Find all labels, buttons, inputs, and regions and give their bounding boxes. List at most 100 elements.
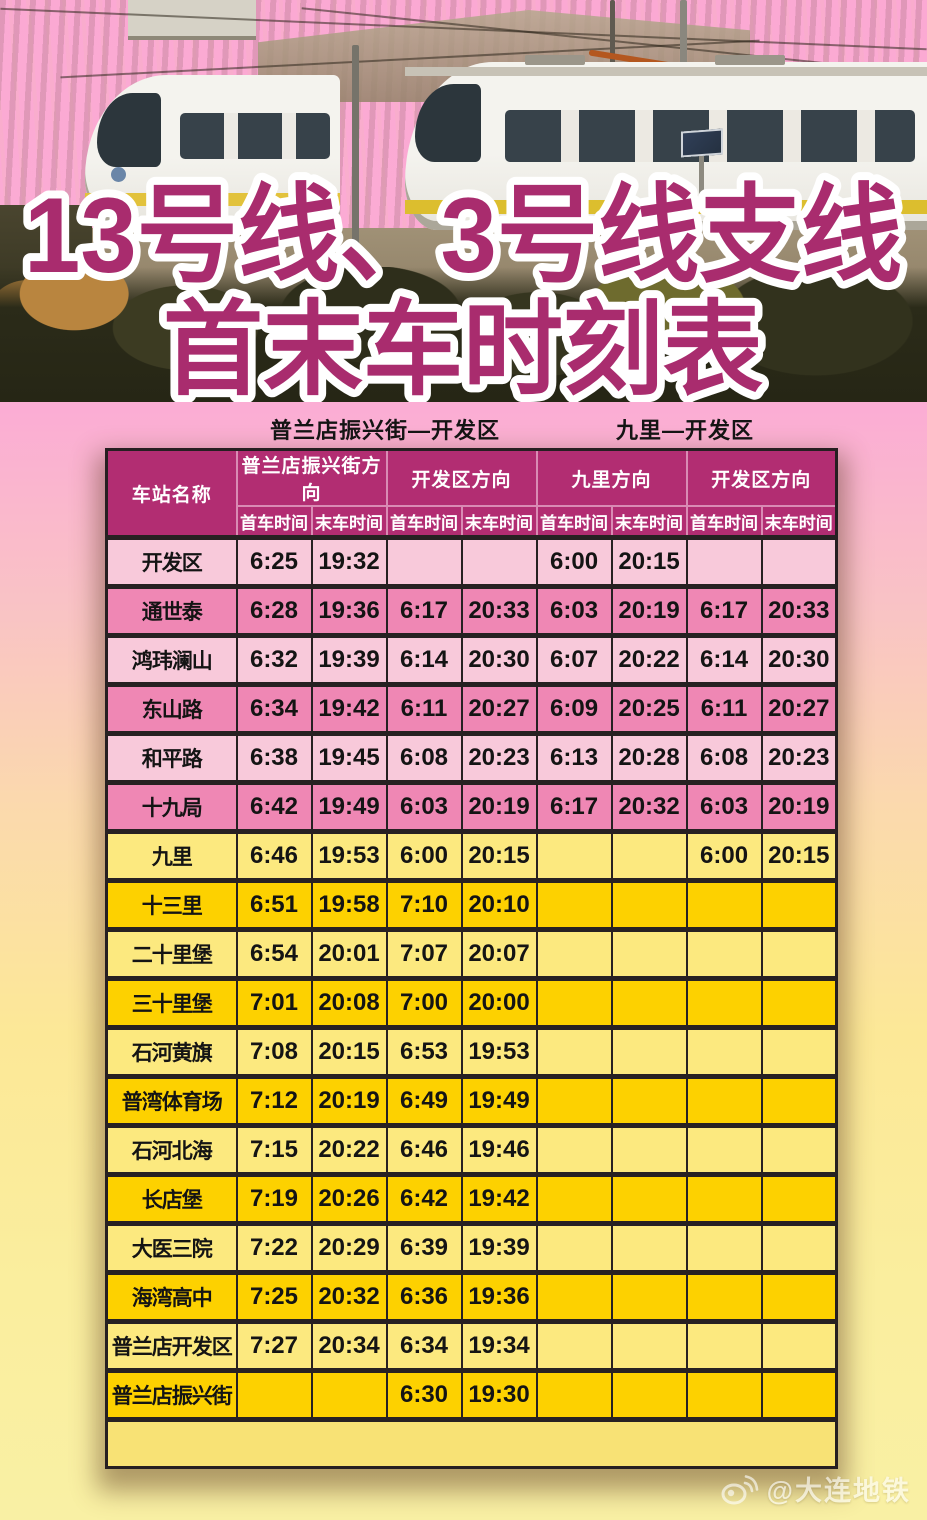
time-cell: 6:03: [385, 780, 463, 834]
weibo-handle: @大连地铁: [766, 1476, 911, 1506]
direction-header: 开发区方向: [385, 448, 538, 507]
no-service-cell: [760, 1172, 838, 1226]
no-service-cell: [535, 1221, 613, 1275]
no-service-cell: [535, 1319, 613, 1373]
no-service-cell: [685, 535, 763, 589]
time-cell: 19:58: [310, 878, 388, 932]
time-cell: 20:30: [760, 633, 838, 687]
station-name-cell: 二十里堡: [105, 927, 238, 981]
no-service-cell: [610, 1074, 688, 1128]
weibo-icon: [721, 1474, 758, 1504]
table-row: 三十里堡 7:01 20:08 7:00 20:00: [105, 976, 838, 1030]
no-service-cell: [610, 1270, 688, 1324]
time-cell: 7:01: [235, 976, 313, 1030]
time-cell: 20:15: [610, 535, 688, 589]
table-row: 十九局 6:42 19:49 6:03 20:19 6:17 20:32 6:03 20:19: [105, 780, 838, 834]
shrubbery: [0, 267, 927, 402]
time-cell: 20:10: [460, 878, 538, 932]
time-cell: 6:11: [385, 682, 463, 736]
no-service-cell: [610, 1221, 688, 1275]
time-cell: 20:19: [610, 584, 688, 638]
title-line1: 13号线、3号线支线: [24, 175, 902, 295]
time-cell: 7:07: [385, 927, 463, 981]
time-cell: 20:19: [460, 780, 538, 834]
time-cell: 20:25: [610, 682, 688, 736]
train-windshield: [97, 93, 161, 167]
time-cell: 7:08: [235, 1025, 313, 1079]
time-cell: 6:54: [235, 927, 313, 981]
station-name-cell: 九里: [105, 829, 238, 883]
route-label-puzhanzhen-kaifaqu: 普兰店振兴街—开发区: [269, 418, 500, 443]
time-cell: 6:17: [535, 780, 613, 834]
station-name-cell: 大医三院: [105, 1221, 238, 1275]
no-service-cell: [685, 1074, 763, 1128]
station-name-cell: 通世泰: [105, 584, 238, 638]
no-service-cell: [760, 1221, 838, 1275]
table-row: 普兰店开发区 7:27 20:34 6:34 19:34: [105, 1319, 838, 1373]
table-row: 九里 6:46 19:53 6:00 20:15 6:00 20:15: [105, 829, 838, 883]
time-cell: 6:53: [385, 1025, 463, 1079]
train-logo: [111, 167, 126, 182]
no-service-cell: [610, 878, 688, 932]
no-service-cell: [685, 1368, 763, 1422]
no-service-cell: [610, 1025, 688, 1079]
time-cell: 6:46: [235, 829, 313, 883]
no-service-cell: [535, 1025, 613, 1079]
time-cell: 6:08: [385, 731, 463, 785]
time-cell: 6:28: [235, 584, 313, 638]
station-name-cell: 普兰店开发区: [105, 1319, 238, 1373]
no-service-cell: [760, 878, 838, 932]
first-train-header: 首车时间: [385, 505, 463, 539]
direction-header: 开发区方向: [685, 448, 838, 507]
time-cell: 19:36: [460, 1270, 538, 1324]
time-cell: 19:30: [460, 1368, 538, 1422]
time-cell: 6:42: [385, 1172, 463, 1226]
first-train-header: 首车时间: [535, 505, 613, 539]
time-cell: 20:23: [460, 731, 538, 785]
time-cell: 20:22: [310, 1123, 388, 1177]
time-cell: 19:32: [310, 535, 388, 589]
time-cell: 19:42: [310, 682, 388, 736]
time-cell: 19:46: [460, 1123, 538, 1177]
time-cell: 20:15: [460, 829, 538, 883]
time-cell: 6:34: [385, 1319, 463, 1373]
train-roof: [405, 67, 927, 76]
no-service-cell: [385, 535, 463, 589]
time-cell: 7:19: [235, 1172, 313, 1226]
table-row: 十三里 6:51 19:58 7:10 20:10: [105, 878, 838, 932]
time-cell: 6:51: [235, 878, 313, 932]
time-cell: 19:49: [310, 780, 388, 834]
time-cell: 20:15: [310, 1025, 388, 1079]
table-row: 鸿玮澜山 6:32 19:39 6:14 20:30 6:07 20:22 6:14 20:30: [105, 633, 838, 687]
no-service-cell: [685, 1172, 763, 1226]
station-name-cell: 开发区: [105, 535, 238, 589]
last-train-header: 末车时间: [310, 505, 388, 539]
train-photo: 13号线、3号线支线 首末车时刻表: [0, 0, 927, 402]
time-cell: 6:38: [235, 731, 313, 785]
time-cell: 6:08: [685, 731, 763, 785]
table-footer-strip: [105, 1417, 838, 1469]
time-cell: 19:34: [460, 1319, 538, 1373]
no-service-cell: [535, 1270, 613, 1324]
time-cell: 20:30: [460, 633, 538, 687]
no-service-cell: [310, 1368, 388, 1422]
roof-equipment: [525, 55, 585, 65]
time-cell: 6:25: [235, 535, 313, 589]
no-service-cell: [535, 1368, 613, 1422]
no-service-cell: [760, 976, 838, 1030]
table-body: 开发区 6:25 19:32 6:00 20:15 通世泰 6:28 19:36 6:17 20:…: [105, 535, 838, 1422]
no-service-cell: [610, 927, 688, 981]
time-cell: 6:17: [685, 584, 763, 638]
time-cell: 7:10: [385, 878, 463, 932]
no-service-cell: [535, 1074, 613, 1128]
last-train-header: 末车时间: [460, 505, 538, 539]
time-cell: 6:03: [685, 780, 763, 834]
table-row: 海湾高中 7:25 20:32 6:36 19:36: [105, 1270, 838, 1324]
time-cell: 19:53: [460, 1025, 538, 1079]
time-cell: 6:00: [685, 829, 763, 883]
table-row: 普兰店振兴街 6:30 19:30: [105, 1368, 838, 1422]
station-name-cell: 普湾体育场: [105, 1074, 238, 1128]
first-train-header: 首车时间: [235, 505, 313, 539]
no-service-cell: [460, 535, 538, 589]
